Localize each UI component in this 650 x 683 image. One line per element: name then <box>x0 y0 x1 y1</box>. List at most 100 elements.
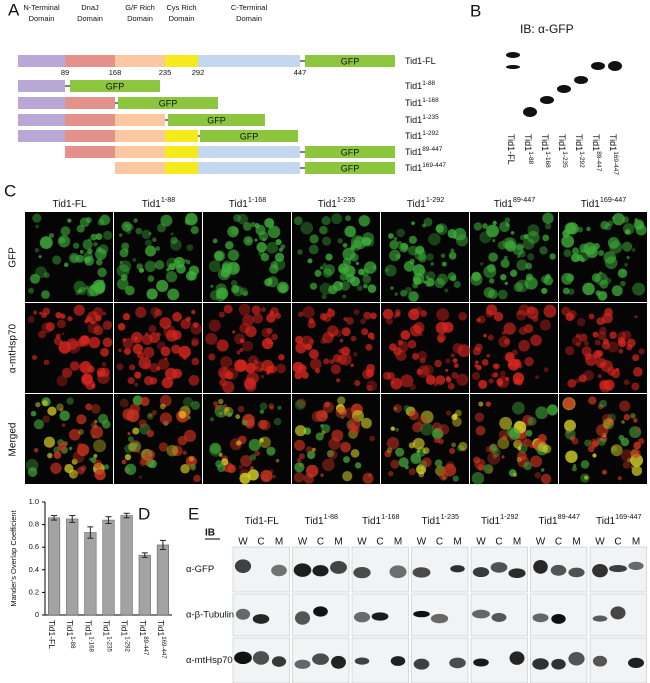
label-base: Tid1 <box>540 134 550 151</box>
cell-signal <box>255 224 266 236</box>
blot-band <box>506 52 520 58</box>
lane-label: W <box>238 537 248 548</box>
cell-signal <box>618 434 625 441</box>
cell-signal <box>577 226 583 233</box>
cell-signal <box>599 380 612 393</box>
cell-signal <box>486 353 491 358</box>
gfp-box <box>200 130 298 142</box>
cell-signal <box>230 280 238 287</box>
cell-signal <box>423 217 433 227</box>
cell-signal <box>478 379 488 389</box>
domain-segment <box>18 55 65 67</box>
cell-signal <box>478 401 484 407</box>
cell-signal <box>266 327 273 334</box>
cell-signal <box>364 261 377 274</box>
domain-segment <box>115 55 165 67</box>
cell-signal <box>345 215 351 222</box>
cell-signal <box>249 454 257 461</box>
cell-signal <box>71 458 78 465</box>
lane-label: W <box>476 537 486 548</box>
cell-signal <box>75 290 81 296</box>
cell-signal <box>31 354 38 361</box>
lane-label: W <box>417 537 427 548</box>
cell-signal <box>308 339 314 345</box>
cell-signal <box>238 465 243 470</box>
cell-signal <box>101 361 107 367</box>
cell-signal <box>322 236 332 246</box>
cell-signal <box>45 322 55 332</box>
cell-signal <box>419 357 426 364</box>
cell-signal <box>502 435 507 440</box>
cell-signal <box>425 275 430 280</box>
cell-signal <box>300 221 314 235</box>
cell-signal <box>518 339 530 352</box>
cell-signal <box>582 282 595 296</box>
cell-signal <box>83 251 94 262</box>
cell-signal <box>172 311 182 322</box>
cell-signal <box>121 242 130 251</box>
label-base: Tid1 <box>318 199 338 210</box>
cell-signal <box>487 263 496 273</box>
cell-signal <box>136 263 143 270</box>
cell-signal <box>84 319 89 324</box>
cell-signal <box>133 443 138 448</box>
cell-signal <box>412 437 425 450</box>
cell-signal <box>400 289 408 297</box>
cell-signal <box>599 279 609 289</box>
cell-signal <box>242 314 254 327</box>
cell-signal <box>238 303 251 316</box>
cell-signal <box>134 382 139 387</box>
cell-signal <box>366 380 378 392</box>
cell-signal <box>119 260 123 264</box>
cell-signal <box>119 398 129 408</box>
cell-signal <box>94 469 106 481</box>
cell-signal <box>408 291 419 302</box>
cell-signal <box>497 437 510 450</box>
cell-signal <box>430 262 435 266</box>
lane-label: W <box>536 537 546 548</box>
cell-signal <box>342 294 347 299</box>
y-axis-label: Mander's Overlap Coefficient <box>9 509 18 606</box>
cell-signal <box>116 264 130 278</box>
cell-signal <box>358 268 365 276</box>
gfp-label: GFP <box>341 163 360 173</box>
cell-signal <box>475 425 486 436</box>
cell-signal <box>225 241 234 250</box>
cell-signal <box>215 291 226 302</box>
cell-signal <box>586 226 591 232</box>
label-sup: 1-292 <box>124 636 131 652</box>
cell-signal <box>168 263 176 271</box>
cell-signal <box>361 237 372 247</box>
construct-label: Tid11-235 <box>405 114 439 126</box>
blot-band <box>450 565 465 573</box>
cell-signal <box>266 371 270 375</box>
cell-signal <box>327 325 339 337</box>
blot-band <box>472 609 490 619</box>
blot-band <box>252 651 270 665</box>
blot-band <box>353 611 371 623</box>
cell-signal <box>415 245 425 255</box>
cell-signal <box>565 312 575 322</box>
cell-signal <box>425 374 436 385</box>
cell-signal <box>394 309 401 315</box>
cell-signal <box>152 237 157 243</box>
cell-signal <box>35 402 41 408</box>
cell-signal <box>178 410 187 419</box>
cell-signal <box>38 255 42 259</box>
cell-signal <box>626 344 633 351</box>
cell-signal <box>135 306 147 318</box>
lane-label: Tid11-235 <box>557 134 569 168</box>
bar <box>156 544 169 616</box>
x-tick-label: Tid1-FL <box>47 620 57 649</box>
cell-signal <box>64 463 74 474</box>
cell-signal <box>594 339 601 346</box>
cell-signal <box>78 429 84 435</box>
cell-signal <box>127 432 131 436</box>
cell-signal <box>417 350 428 361</box>
cell-signal <box>422 447 430 455</box>
cell-signal <box>438 471 449 481</box>
cell-signal <box>314 269 322 277</box>
cell-signal <box>358 215 371 227</box>
cell-signal <box>296 457 302 463</box>
